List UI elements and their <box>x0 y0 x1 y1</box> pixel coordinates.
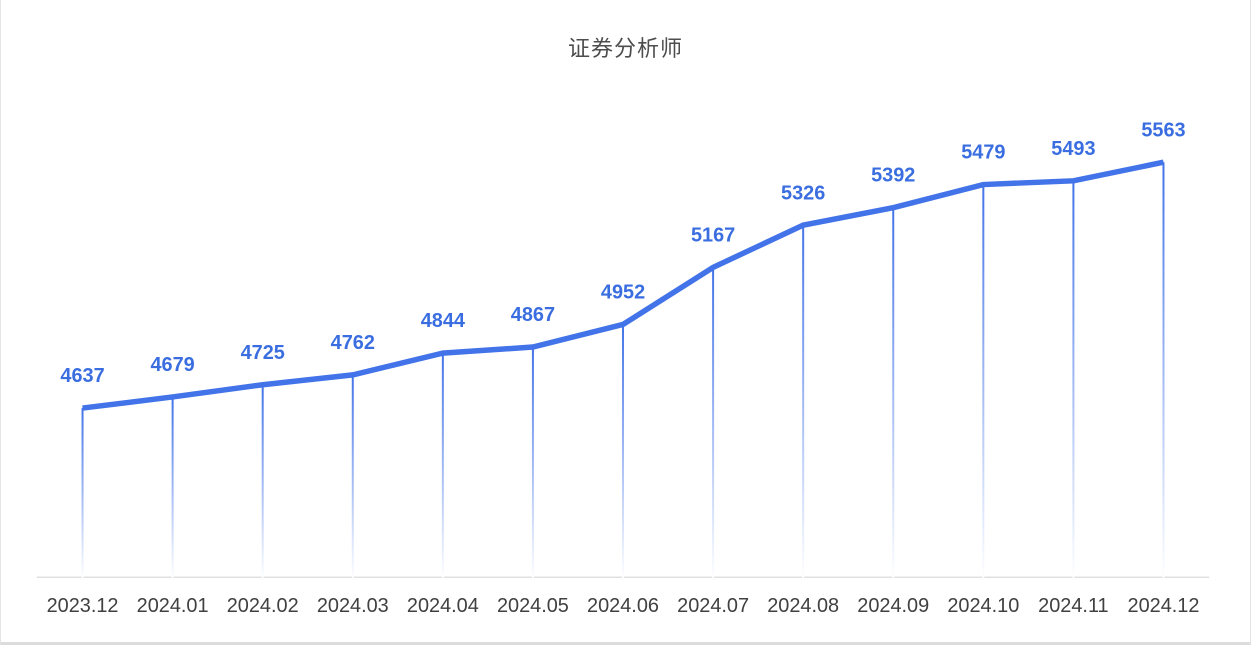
data-label: 4952 <box>601 282 645 304</box>
data-label: 4762 <box>331 332 375 354</box>
x-axis-label: 2024.05 <box>497 595 569 617</box>
x-axis-label: 2024.02 <box>227 595 299 617</box>
x-axis-label: 2024.04 <box>407 595 479 617</box>
x-axis-label: 2024.07 <box>677 595 749 617</box>
x-axis-label: 2024.10 <box>947 595 1019 617</box>
x-axis-label: 2024.08 <box>767 595 839 617</box>
x-axis-label: 2024.09 <box>857 595 929 617</box>
drop-line <box>712 267 715 580</box>
drop-line <box>622 324 625 580</box>
drop-line <box>1162 162 1165 580</box>
drop-line <box>81 408 84 580</box>
x-axis-label: 2024.11 <box>1038 595 1108 617</box>
x-axis-label: 2024.06 <box>587 595 659 617</box>
data-label: 5479 <box>961 142 1005 164</box>
data-label: 5326 <box>781 182 825 204</box>
x-axis-label: 2024.12 <box>1128 595 1200 617</box>
drop-line <box>531 347 534 580</box>
data-label: 5167 <box>691 224 735 246</box>
data-label: 4725 <box>241 342 285 364</box>
data-label: 4637 <box>60 365 104 387</box>
data-label: 4679 <box>150 354 194 376</box>
line-series <box>82 159 1165 411</box>
x-axis-label: 2023.12 <box>47 595 119 617</box>
drop-line <box>802 225 805 580</box>
drop-line <box>261 384 264 580</box>
data-label: 5392 <box>871 165 915 187</box>
drop-line <box>982 184 985 580</box>
drop-line <box>441 353 444 580</box>
data-label: 4867 <box>511 304 555 326</box>
data-label: 5493 <box>1051 138 1095 160</box>
data-label: 4844 <box>421 310 465 332</box>
data-label: 5563 <box>1141 119 1185 141</box>
drop-line <box>892 207 895 580</box>
drop-line <box>171 396 174 580</box>
drop-line <box>351 374 354 580</box>
chart-title: 证券分析师 <box>567 36 683 61</box>
drop-line <box>1072 180 1075 580</box>
x-axis-label: 2024.01 <box>137 595 209 617</box>
x-axis-label: 2024.03 <box>317 595 389 617</box>
